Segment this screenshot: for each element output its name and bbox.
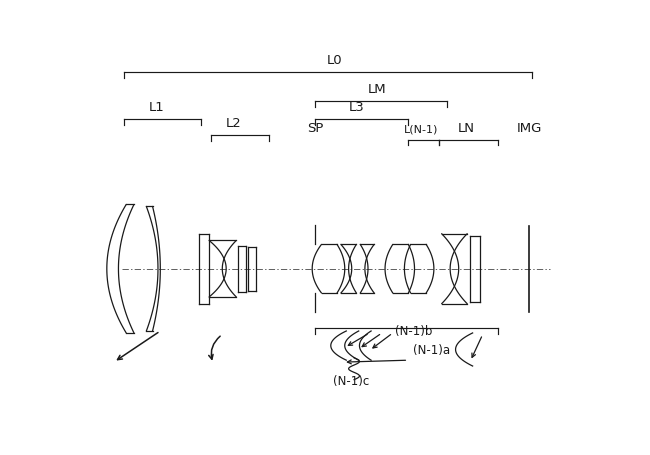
Text: L(N-1): L(N-1) [404,125,438,135]
Text: L1: L1 [149,101,164,114]
Text: (N-1)c: (N-1)c [333,375,369,388]
Text: (N-1)a: (N-1)a [413,344,450,357]
Text: LN: LN [458,122,475,135]
Text: L3: L3 [348,101,364,114]
Text: L2: L2 [226,117,241,130]
Text: L0: L0 [327,54,343,67]
Text: SP: SP [307,122,324,135]
Text: IMG: IMG [517,122,542,135]
Text: (N-1)b: (N-1)b [395,325,432,338]
Text: LM: LM [368,83,387,96]
